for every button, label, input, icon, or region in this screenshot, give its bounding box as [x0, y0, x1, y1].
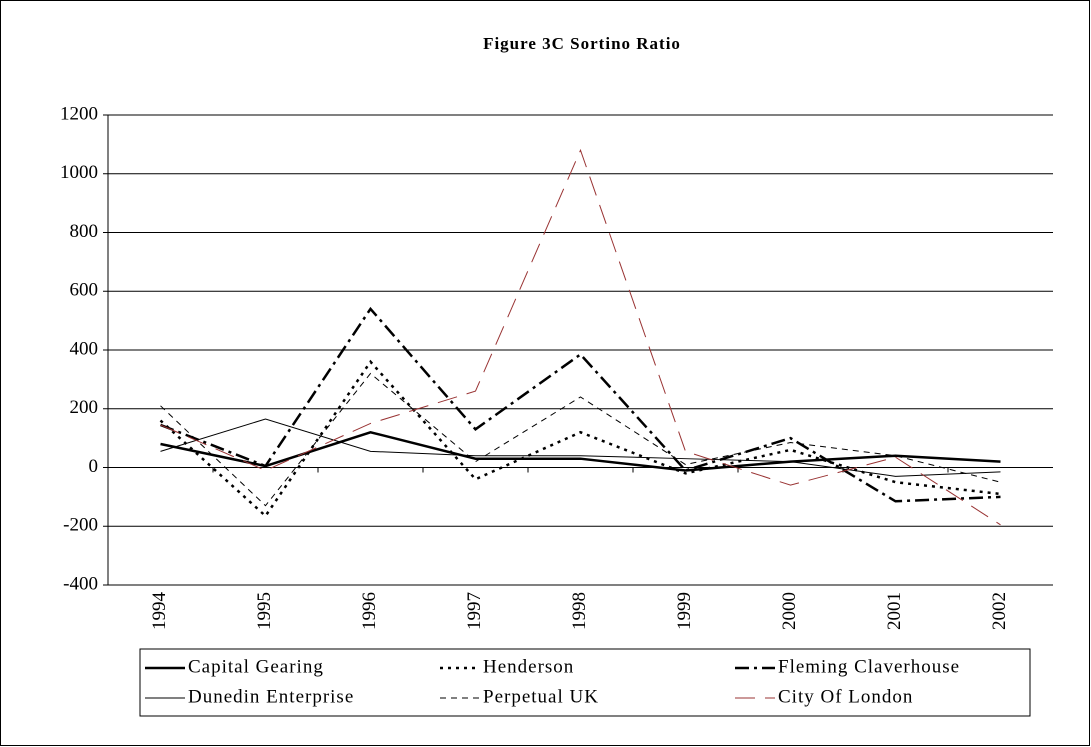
x-tick-label: 1994 [149, 592, 170, 631]
legend-label: Capital Gearing [188, 656, 324, 677]
legend-box [139, 648, 1031, 717]
y-tick-label: 800 [70, 221, 99, 242]
x-tick-label: 1998 [569, 592, 590, 630]
x-tick-label: 1999 [674, 592, 695, 630]
legend-label: Perpetual UK [483, 686, 599, 707]
x-tick-label: 2001 [884, 592, 905, 630]
y-tick-label: -400 [63, 573, 98, 594]
y-tick-label: 0 [89, 456, 99, 477]
series-line [160, 418, 1001, 477]
y-tick-label: -200 [63, 515, 98, 536]
y-tick-label: 600 [70, 280, 99, 301]
x-tick-label: 1995 [254, 592, 275, 630]
y-tick-label: 200 [70, 397, 99, 418]
y-tick-label: 1200 [60, 103, 98, 124]
x-tick-label: 1996 [359, 592, 380, 630]
legend-label: Dunedin Enterprise [188, 686, 354, 707]
legend-label: Henderson [483, 656, 574, 677]
series-line [160, 148, 1001, 526]
series-line [159, 359, 1001, 518]
chart-title: Figure 3C Sortino Ratio [483, 34, 681, 53]
series-line [160, 372, 1001, 507]
x-tick-label: 2000 [779, 592, 800, 630]
x-tick-label: 2002 [989, 592, 1010, 630]
legend-label: City Of London [778, 686, 913, 707]
x-tick-label: 1997 [464, 592, 485, 630]
legend-label: Fleming Claverhouse [778, 656, 960, 677]
y-tick-label: 1000 [60, 162, 98, 183]
y-tick-label: 400 [70, 338, 99, 359]
series-line [160, 306, 1001, 503]
